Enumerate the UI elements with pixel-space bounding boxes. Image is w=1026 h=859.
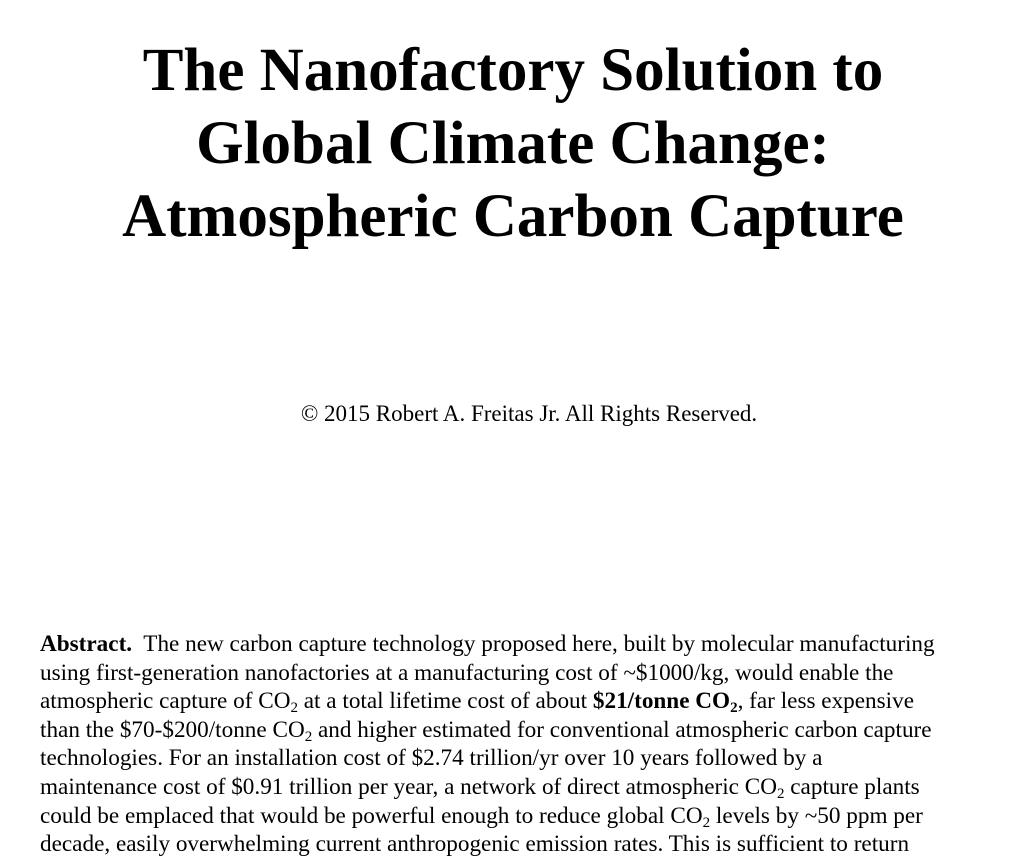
abstract-line: decade, easily overwhelming current anth… [40, 831, 910, 858]
paper-title: The Nanofactory Solution to Global Clima… [0, 34, 1026, 253]
title-line-3: Atmospheric Carbon Capture [122, 183, 904, 250]
abstract-paragraph: Abstract. The new carbon capture technol… [40, 630, 1006, 859]
title-line-1: The Nanofactory Solution to [142, 37, 884, 104]
abstract-line: using first-generation nanofactories at … [40, 659, 894, 686]
abstract-line: than the $70-$200/tonne CO2 and higher e… [40, 716, 932, 745]
copyright-notice: © 2015 Robert A. Freitas Jr. All Rights … [300, 401, 758, 426]
abstract-line: technologies. For an installation cost o… [40, 745, 823, 772]
abstract-line: Abstract. The new carbon capture technol… [40, 631, 935, 657]
abstract-line: could be emplaced that would be powerful… [40, 802, 923, 831]
abstract-line: atmospheric capture of CO2 at a total li… [40, 688, 914, 717]
title-line-2: Global Climate Change: [196, 110, 830, 177]
abstract-label: Abstract. [40, 631, 133, 657]
cost-highlight: $21/tonne CO2 [592, 688, 738, 717]
abstract-line: maintenance cost of $0.91 trillion per y… [40, 773, 920, 802]
